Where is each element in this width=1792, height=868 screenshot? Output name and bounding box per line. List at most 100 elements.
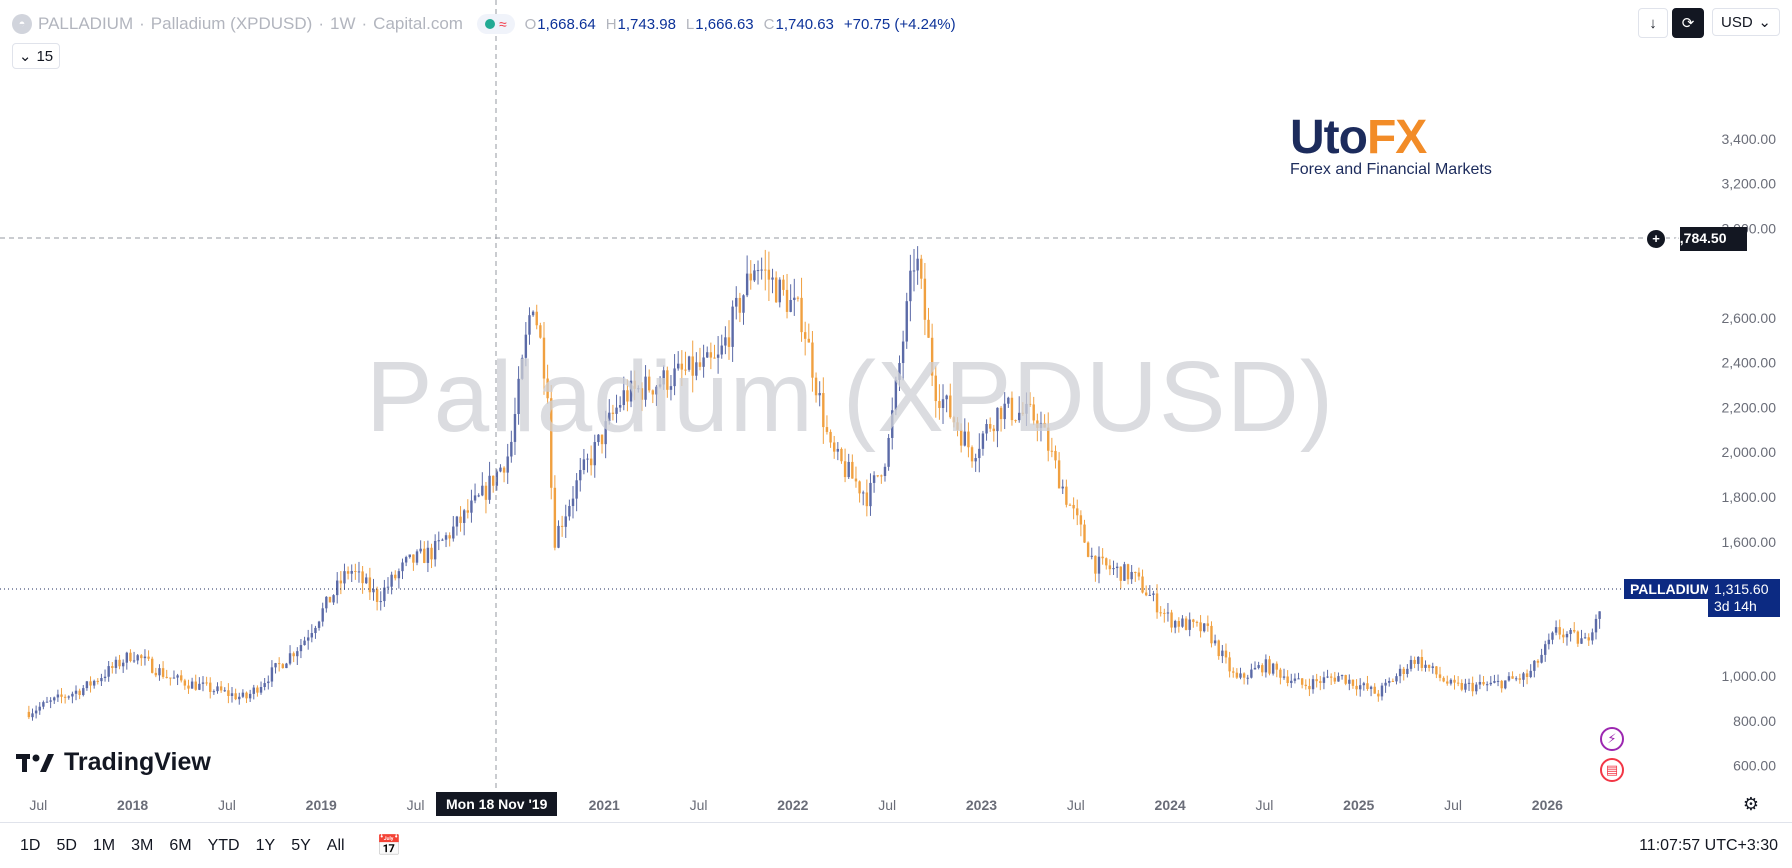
candle-body [1246,677,1249,679]
calendar-icon[interactable]: 📅 [376,835,402,857]
market-status[interactable]: ≈ [476,14,515,34]
range-button-1d[interactable]: 1D [20,836,41,854]
candle-body [582,459,586,470]
candle-body [1086,542,1090,557]
candle-body [1199,622,1202,632]
candle-body [774,277,778,303]
auto-scale-button[interactable]: ⟳ [1672,8,1704,38]
candle-body [920,258,923,279]
candle-body [230,693,234,696]
candle-body [1388,680,1391,683]
range-button-5d[interactable]: 5D [56,836,77,854]
candle-body [78,690,81,695]
time-tick-label: Jul [29,797,47,813]
legend-symbol[interactable]: PALLADIUM [38,14,134,33]
price-chart[interactable]: 600.00800.001,000.001,400.001,600.001,80… [0,0,1792,822]
candle-body [281,664,284,669]
candle-body [1068,504,1072,506]
candle-body [354,570,357,572]
candle-body [1329,676,1333,678]
candle-body [154,672,158,676]
candle-body [1598,611,1601,619]
candle-body [949,395,952,418]
candle-body [869,482,872,507]
candle-body [1130,571,1133,580]
candle-body [1456,682,1460,684]
range-button-3m[interactable]: 3M [131,836,154,854]
candle-body [481,485,484,496]
candle-body [100,678,103,682]
currency-select[interactable]: USD ⌄ [1712,8,1780,36]
range-button-1m[interactable]: 1M [92,836,116,854]
candle-body [1297,678,1300,680]
candle-body [822,393,825,428]
candle-body [662,370,665,385]
candle-body [579,469,582,481]
indicators-toggle-button[interactable]: ⌄ 15 [12,43,60,69]
range-button-ytd[interactable]: YTD [207,836,240,854]
candle-body [49,700,52,702]
candle-body [1554,627,1558,633]
candle-body [1384,682,1387,686]
candle-body [1286,676,1289,684]
candle-body [321,608,324,622]
candle-body [368,577,372,593]
utofx-logo: UtoFX Forex and Financial Markets [1290,110,1492,179]
candle-body [292,653,295,657]
us-flag-event-icon[interactable]: ▤ [1600,758,1624,782]
candle-body [114,659,118,668]
candle-body [209,682,212,692]
candle-body [771,277,774,280]
settings-gear-icon[interactable]: ⚙ [1742,794,1760,814]
candle-body [760,269,763,271]
candle-body [764,269,767,271]
candle-body [375,589,379,602]
candle-body [1101,556,1104,559]
candle-body [448,535,451,539]
candle-body [190,681,194,689]
range-button-6m[interactable]: 6M [169,836,192,854]
candle-body [571,498,575,507]
candle-body [539,325,542,338]
candle-body [495,471,499,486]
range-button-all[interactable]: All [326,836,345,854]
time-axis[interactable]: Jul 2018 Jul 2019 Jul 2021 Jul 2022 Jul 2023 Jul 20… [29,797,1563,813]
candle-body [1271,663,1275,674]
candle-body [67,696,70,698]
scroll-down-button[interactable]: ↓ [1638,8,1668,38]
candle-body [1544,644,1547,655]
candle-body [843,461,847,478]
candle-body [930,337,934,376]
utc-clock[interactable]: 11:07:57 UTC+3:30 [1639,836,1778,854]
candle-body [814,377,818,396]
ohlc-values: O1,668.64 H1,743.98 L1,666.63 C1,740.63 … [524,15,956,33]
candle-body [310,633,314,638]
candle-body [379,601,382,603]
add-alert-icon[interactable]: + [1646,229,1666,249]
candle-body [296,651,299,657]
candle-body [706,352,709,358]
lightning-event-icon[interactable]: ⚡ [1600,727,1624,751]
candle-body [455,516,459,527]
candle-body [680,363,684,370]
candle-body [1021,412,1025,414]
candle-body [267,681,270,684]
ohlc-close: 1,740.63 [775,15,834,33]
candle-body [735,297,738,307]
candle-body [433,540,437,560]
candle-body [499,467,502,472]
range-button-1y[interactable]: 1Y [255,836,276,854]
candle-body [1025,403,1028,414]
candle-body [238,696,241,700]
candle-body [883,466,887,476]
candle-body [985,423,988,434]
range-button-5y[interactable]: 5Y [291,836,311,854]
crosshair-date-label: Mon 18 Nov '19 [436,792,558,816]
currency-value: USD [1721,13,1753,31]
tradingview-logo[interactable]: TradingView [16,748,211,777]
candle-body [1377,693,1380,697]
candle-body [328,596,332,603]
price-tick-label: 1,000.00 [1722,668,1777,684]
price-axis[interactable]: 600.00800.001,000.001,400.001,600.001,80… [1722,131,1777,774]
candle-body [1235,672,1239,678]
